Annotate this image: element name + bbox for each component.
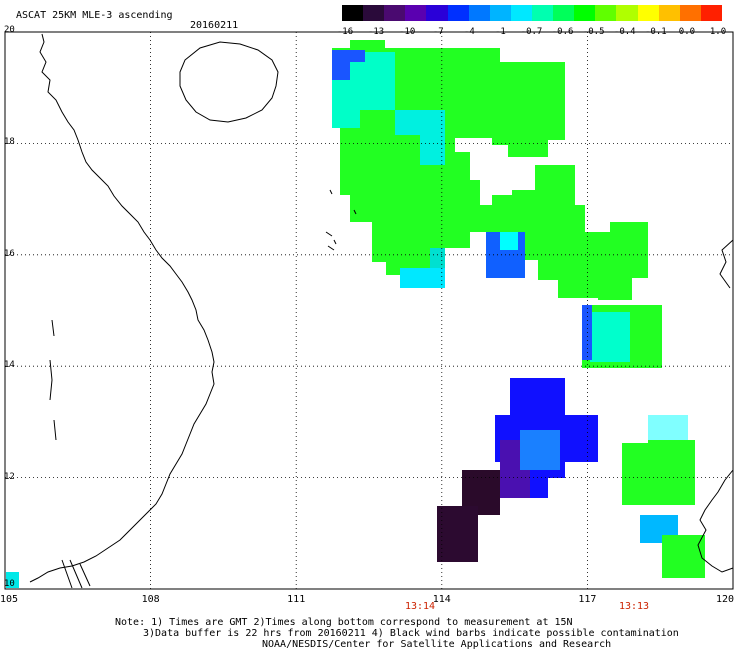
colorbar-swatch	[447, 5, 469, 21]
x-tick-label: 108	[141, 594, 160, 605]
colorbar-swatch	[468, 5, 490, 21]
wind-swath-north	[332, 40, 662, 368]
coast-luzon	[697, 239, 734, 573]
swath-cyan-sw2	[430, 248, 445, 268]
y-tick-label: 16	[4, 248, 15, 259]
coast-islands-1	[325, 189, 357, 251]
colorbar-swatch	[700, 5, 722, 21]
colorbar-swatch	[510, 5, 532, 21]
y-tick-label: 20	[4, 25, 15, 35]
colorbar-swatch	[531, 5, 554, 21]
y-tick-label: 12	[4, 471, 15, 482]
swath-cyan-patch	[500, 232, 518, 250]
swath-lightblue-south	[520, 430, 560, 470]
colorbar-swatch	[574, 5, 596, 21]
coast-hainan	[179, 41, 279, 123]
swath-green-main	[332, 40, 648, 300]
note-line-3: NOAA/NESDIS/Center for Satellite Applica…	[262, 639, 612, 650]
colorbar-swatch	[342, 5, 364, 21]
colorbar-swatch	[363, 5, 385, 21]
map-date: 20160211	[190, 20, 239, 31]
time-label-1: 13:14	[404, 601, 436, 612]
x-tick-label: 120	[715, 594, 735, 605]
colorbar-swatch	[489, 5, 511, 21]
x-tick-label: 114	[432, 594, 451, 605]
swath-corner-cell	[6, 572, 19, 588]
x-tick-label: 111	[287, 594, 306, 605]
swath-green-se2	[662, 535, 705, 578]
swath-blue-nw	[332, 50, 365, 80]
plot-frame	[4, 31, 734, 590]
colorbar-swatch	[553, 5, 575, 21]
colorbar-swatch	[637, 5, 659, 21]
colorbar	[342, 5, 722, 21]
swath-cyan-sw	[400, 268, 445, 288]
y-tick-label: 14	[4, 360, 15, 371]
coast-china	[29, 33, 215, 583]
colorbar-swatch	[426, 5, 448, 21]
wind-swath-south	[6, 378, 705, 588]
x-tick-label: 117	[578, 594, 597, 605]
lat-lon-grid	[5, 32, 733, 589]
y-tick-label: 18	[4, 137, 15, 148]
colorbar-swatch	[595, 5, 617, 21]
swath-cyan-east	[590, 312, 630, 362]
coast-islands-2	[49, 319, 91, 589]
map-title: ASCAT 25KM MLE-3 ascending	[16, 10, 173, 21]
swath-cyan-west	[395, 110, 445, 165]
colorbar-swatch	[658, 5, 680, 21]
swath-darkpurple-2	[437, 506, 478, 562]
note-line-1: Note: 1) Times are GMT 2)Times along bot…	[115, 617, 573, 628]
x-tick-label: 105	[0, 594, 19, 605]
swath-cyan-se	[648, 415, 688, 440]
time-label-2: 13:13	[618, 601, 650, 612]
swath-darkpurple-1	[462, 470, 500, 515]
colorbar-swatch	[616, 5, 638, 21]
coastlines	[29, 33, 734, 589]
colorbar-swatch	[405, 5, 427, 21]
colorbar-swatch	[384, 5, 406, 21]
note-line-2: 3)Data buffer is 22 hrs from 20160211 4)…	[143, 628, 679, 639]
y-tick-label: 10	[4, 579, 15, 589]
colorbar-swatch	[679, 5, 701, 21]
